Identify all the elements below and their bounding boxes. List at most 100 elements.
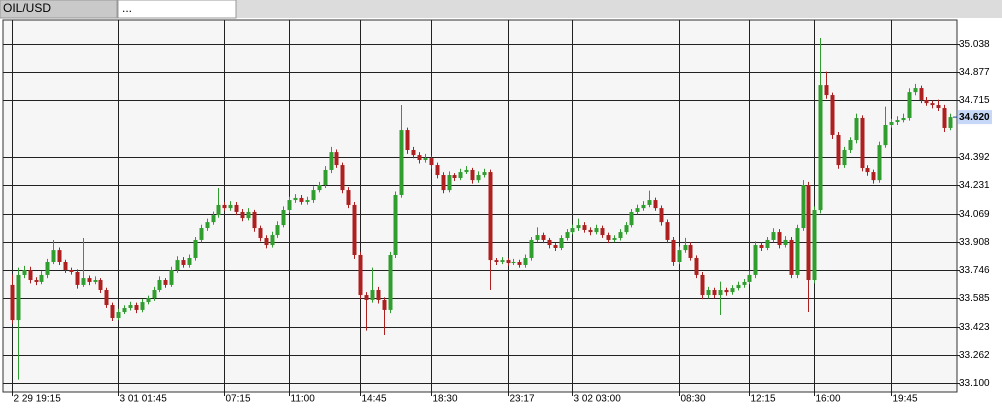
candle-body: [700, 274, 705, 296]
tab-label: ...: [122, 1, 132, 15]
candle-body: [871, 172, 876, 181]
candle-body: [624, 225, 629, 233]
candle-body: [806, 185, 811, 281]
candle-body: [181, 260, 186, 265]
candle-body: [488, 172, 493, 261]
candle-body: [919, 88, 924, 100]
candle-body: [842, 150, 847, 166]
candle-body: [69, 270, 74, 272]
candle-body: [494, 260, 499, 262]
candle-body: [523, 257, 528, 265]
x-tick-label: 18:30: [433, 394, 458, 405]
candle-body: [889, 122, 894, 125]
candle-body: [388, 254, 393, 310]
candle-body: [541, 235, 546, 240]
candle-body: [848, 140, 853, 151]
candle-body: [553, 245, 558, 248]
y-tick-label: 34.392: [959, 152, 990, 163]
candle-body: [270, 235, 275, 246]
candle-body: [718, 289, 723, 296]
y-tick-label: 33.262: [959, 350, 990, 361]
candle-body: [565, 232, 570, 239]
candle-body: [346, 190, 351, 205]
candle-body: [635, 208, 640, 212]
candle-body: [895, 120, 900, 123]
candle-body: [252, 211, 257, 229]
candle-body: [559, 238, 564, 248]
candle-body: [240, 211, 245, 219]
candle-body: [712, 289, 717, 296]
candle-body: [742, 281, 747, 285]
y-tick-label: 33.746: [959, 265, 990, 276]
candle-body: [588, 229, 593, 233]
candle-body: [777, 232, 782, 246]
candle-body: [234, 204, 239, 212]
candle-body: [753, 245, 758, 275]
candle-body: [228, 204, 233, 209]
candle-body: [441, 175, 446, 191]
candle-body: [334, 152, 339, 166]
candle-body: [765, 239, 770, 248]
candle-body: [517, 261, 522, 265]
tab[interactable]: [0, 0, 118, 19]
candle-body: [222, 204, 227, 209]
candle-body: [382, 299, 387, 310]
candle-body: [942, 108, 947, 128]
candle-body: [901, 117, 906, 121]
y-tick-label: 34.715: [959, 95, 990, 106]
candle-body: [405, 130, 410, 151]
candle-body: [293, 197, 298, 201]
candle-body: [812, 210, 817, 281]
x-tick-label: 11:00: [291, 394, 316, 405]
candle-body: [429, 158, 434, 166]
candle-body: [511, 261, 516, 264]
candle-body: [75, 271, 80, 285]
candle-body: [783, 239, 788, 246]
candle-body: [771, 232, 776, 240]
candle-body: [612, 238, 617, 240]
candle-body: [747, 274, 752, 282]
candle-body: [854, 117, 859, 141]
candle-body: [122, 308, 127, 313]
candle-body: [39, 274, 44, 282]
candle-body: [706, 289, 711, 296]
candle-body: [464, 169, 469, 173]
candle-body: [110, 305, 115, 318]
tab-bar: [0, 0, 1002, 18]
candle-body: [795, 228, 800, 275]
candle-body: [736, 284, 741, 289]
candle-body: [364, 295, 369, 300]
x-tick-label: 2 29 19:15: [14, 394, 62, 405]
x-tick-label: 16:00: [816, 394, 841, 405]
candle-body: [641, 204, 646, 209]
candle-body: [877, 145, 882, 181]
candle-body: [818, 85, 823, 211]
candle-body: [647, 200, 652, 205]
y-tick-label: 33.908: [959, 237, 990, 248]
candle-body: [506, 260, 511, 264]
candle-body: [87, 278, 92, 282]
candle-body: [789, 239, 794, 275]
candle-body: [500, 260, 505, 262]
candle-body: [836, 134, 841, 166]
candle-body: [98, 280, 103, 290]
candle-body: [417, 155, 422, 160]
candle-body: [393, 194, 398, 255]
candle-body: [134, 305, 139, 310]
candle-body: [683, 245, 688, 251]
candle-body: [317, 185, 322, 191]
candle-body: [724, 289, 729, 293]
last-price-box: [958, 110, 992, 125]
candle-body: [63, 261, 68, 271]
candle-body: [659, 208, 664, 223]
tab[interactable]: [117, 0, 237, 19]
candle-body: [606, 235, 611, 240]
candle-body: [264, 238, 269, 246]
x-tick-label: 3 02 03:00: [574, 394, 622, 405]
candle-body: [370, 289, 375, 300]
candle-body: [688, 245, 693, 258]
tab-label: OIL/USD: [3, 1, 51, 15]
candle-body: [299, 197, 304, 202]
